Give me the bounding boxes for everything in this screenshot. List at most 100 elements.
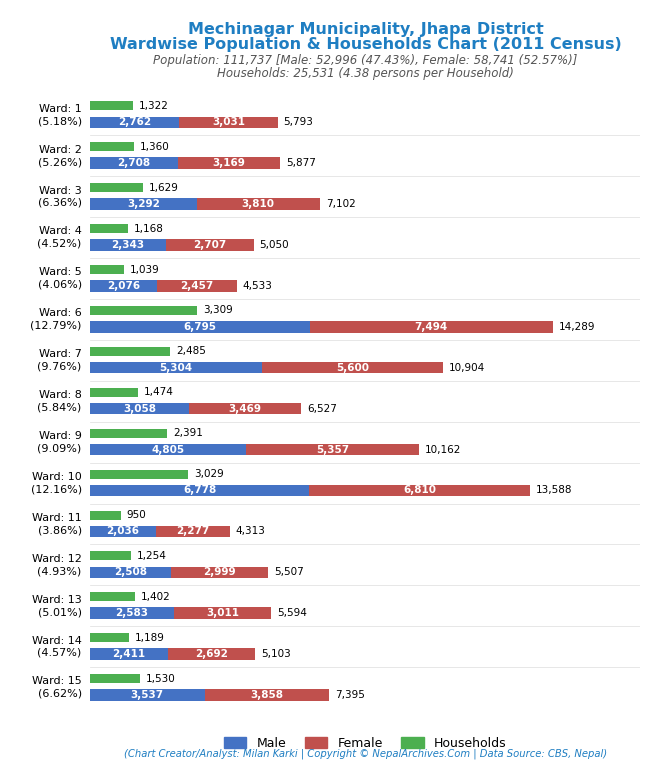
Text: 13,588: 13,588 xyxy=(536,485,572,495)
Bar xyxy=(90,224,128,233)
Text: 3,537: 3,537 xyxy=(131,690,164,700)
Text: 2,391: 2,391 xyxy=(173,429,203,439)
Text: 3,029: 3,029 xyxy=(194,469,223,479)
Bar xyxy=(156,525,229,537)
Text: 6,527: 6,527 xyxy=(307,404,337,414)
Text: 2,411: 2,411 xyxy=(113,649,145,659)
Bar xyxy=(90,321,310,333)
Text: 5,050: 5,050 xyxy=(259,240,289,250)
Bar xyxy=(90,592,135,601)
Bar xyxy=(90,101,133,111)
Text: 6,810: 6,810 xyxy=(403,485,436,495)
Bar xyxy=(90,525,156,537)
Text: 1,360: 1,360 xyxy=(140,142,169,152)
Text: 7,102: 7,102 xyxy=(325,199,356,209)
Text: 2,036: 2,036 xyxy=(107,526,139,536)
Text: 2,076: 2,076 xyxy=(107,281,140,291)
Text: 1,402: 1,402 xyxy=(141,592,171,602)
Bar xyxy=(90,607,173,619)
Bar xyxy=(90,198,197,210)
Text: 7,494: 7,494 xyxy=(415,322,448,332)
Bar xyxy=(189,403,301,415)
Bar xyxy=(90,551,131,561)
Bar xyxy=(197,198,320,210)
Text: 2,485: 2,485 xyxy=(176,346,206,356)
Bar xyxy=(245,444,419,455)
Bar xyxy=(90,429,167,438)
Text: 3,309: 3,309 xyxy=(203,306,233,316)
Text: 4,805: 4,805 xyxy=(151,445,184,455)
Legend: Male, Female, Households: Male, Female, Households xyxy=(219,732,512,755)
Text: 4,313: 4,313 xyxy=(235,526,265,536)
Text: 5,357: 5,357 xyxy=(315,445,349,455)
Text: 3,011: 3,011 xyxy=(206,608,239,618)
Text: 14,289: 14,289 xyxy=(558,322,595,332)
Text: 7,395: 7,395 xyxy=(336,690,365,700)
Text: 2,583: 2,583 xyxy=(115,608,148,618)
Text: 3,031: 3,031 xyxy=(212,118,245,127)
Text: 3,469: 3,469 xyxy=(229,404,261,414)
Text: 5,103: 5,103 xyxy=(261,649,291,659)
Bar xyxy=(90,157,177,169)
Text: 2,999: 2,999 xyxy=(203,568,236,578)
Bar xyxy=(261,362,443,373)
Bar xyxy=(310,321,552,333)
Text: Mechinagar Municipality, Jhapa District: Mechinagar Municipality, Jhapa District xyxy=(187,22,544,37)
Text: 2,508: 2,508 xyxy=(114,568,147,578)
Bar xyxy=(90,184,143,192)
Bar xyxy=(309,485,530,496)
Bar xyxy=(171,567,268,578)
Text: 1,168: 1,168 xyxy=(133,223,163,233)
Text: 1,254: 1,254 xyxy=(137,551,166,561)
Text: 5,793: 5,793 xyxy=(283,118,313,127)
Text: 2,692: 2,692 xyxy=(195,649,228,659)
Text: 6,778: 6,778 xyxy=(183,485,216,495)
Bar xyxy=(90,511,121,519)
Text: 5,600: 5,600 xyxy=(336,362,369,372)
Bar xyxy=(90,674,139,684)
Bar xyxy=(168,648,255,660)
Text: 5,507: 5,507 xyxy=(274,568,304,578)
Text: 6,795: 6,795 xyxy=(183,322,217,332)
Text: 1,530: 1,530 xyxy=(145,674,175,684)
Text: 2,343: 2,343 xyxy=(111,240,145,250)
Text: 1,629: 1,629 xyxy=(149,183,179,193)
Bar xyxy=(90,469,188,478)
Text: 2,707: 2,707 xyxy=(193,240,226,250)
Text: Wardwise Population & Households Chart (2011 Census): Wardwise Population & Households Chart (… xyxy=(109,37,622,52)
Text: 1,474: 1,474 xyxy=(143,387,173,397)
Bar xyxy=(90,388,138,397)
Text: 10,904: 10,904 xyxy=(449,362,485,372)
Text: 5,594: 5,594 xyxy=(277,608,307,618)
Bar xyxy=(90,362,261,373)
Bar xyxy=(177,157,280,169)
Text: 3,858: 3,858 xyxy=(251,690,283,700)
Bar xyxy=(90,240,166,250)
Bar xyxy=(90,280,157,292)
Bar xyxy=(90,690,205,700)
Text: 2,762: 2,762 xyxy=(118,118,151,127)
Text: Population: 111,737 [Male: 52,996 (47.43%), Female: 58,741 (52.57%)]: Population: 111,737 [Male: 52,996 (47.43… xyxy=(153,54,578,67)
Bar xyxy=(90,306,197,315)
Text: 2,457: 2,457 xyxy=(180,281,213,291)
Bar xyxy=(90,485,309,496)
Bar xyxy=(90,265,123,274)
Bar xyxy=(90,347,171,356)
Bar xyxy=(90,403,189,415)
Bar xyxy=(90,648,168,660)
Text: 10,162: 10,162 xyxy=(425,445,461,455)
Text: 950: 950 xyxy=(127,510,146,520)
Text: 1,039: 1,039 xyxy=(129,264,159,274)
Bar xyxy=(205,690,329,700)
Text: 1,189: 1,189 xyxy=(134,633,164,643)
Bar xyxy=(157,280,237,292)
Bar xyxy=(90,444,245,455)
Text: 3,810: 3,810 xyxy=(241,199,275,209)
Text: 5,877: 5,877 xyxy=(286,158,316,168)
Text: 3,292: 3,292 xyxy=(127,199,160,209)
Text: 1,322: 1,322 xyxy=(139,101,169,111)
Text: 3,058: 3,058 xyxy=(123,404,156,414)
Bar xyxy=(90,142,134,151)
Text: 5,304: 5,304 xyxy=(159,362,193,372)
Bar xyxy=(90,634,129,642)
